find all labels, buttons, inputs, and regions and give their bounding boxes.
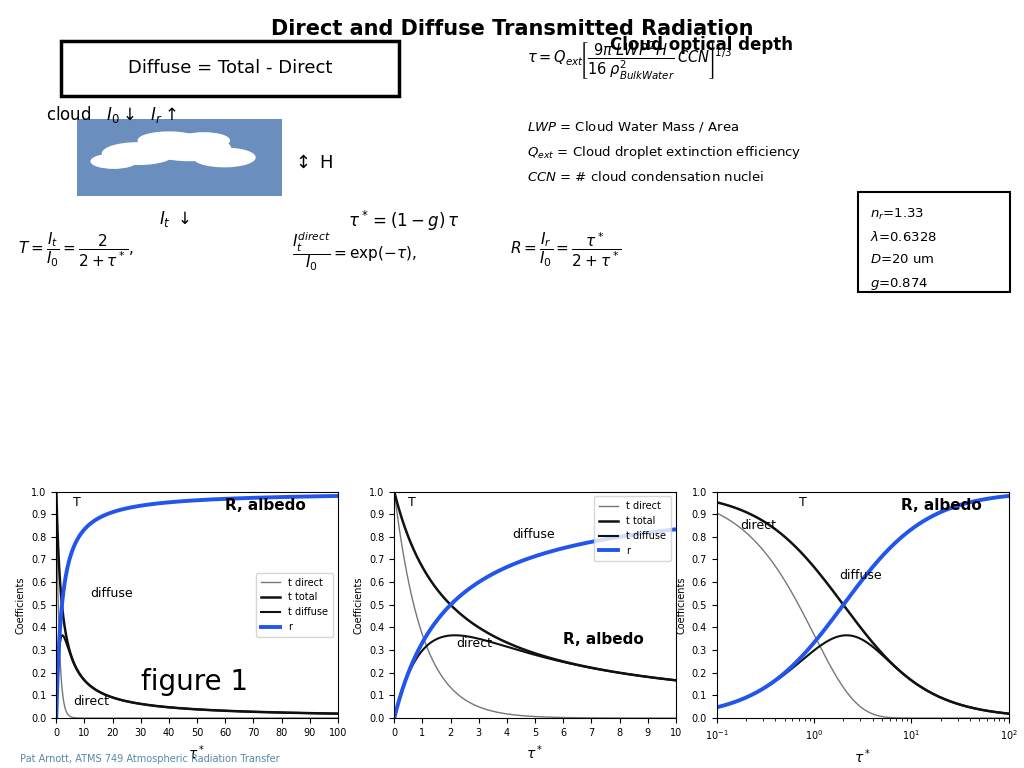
Text: $\mathit{I_t}$ $\downarrow$: $\mathit{I_t}$ $\downarrow$ xyxy=(159,209,189,229)
Text: R, albedo: R, albedo xyxy=(901,498,981,513)
Text: T: T xyxy=(74,496,81,509)
Y-axis label: Coefficients: Coefficients xyxy=(15,576,26,634)
Ellipse shape xyxy=(178,133,229,148)
Ellipse shape xyxy=(138,132,200,149)
Legend: t direct, t total, t diffuse, r: t direct, t total, t diffuse, r xyxy=(256,573,333,637)
Text: Cloud optical depth: Cloud optical depth xyxy=(610,36,793,54)
X-axis label: $\tau^*$: $\tau^*$ xyxy=(526,743,544,762)
Text: T: T xyxy=(799,496,806,509)
Text: $n_r$=1.33: $n_r$=1.33 xyxy=(870,207,925,222)
Text: $\tau=Q_{ext}\!\left[\dfrac{9\pi\;LWP^2H}{16\;\rho^2_{BulkWater}}\,CCN\right]^{\: $\tau=Q_{ext}\!\left[\dfrac{9\pi\;LWP^2H… xyxy=(527,40,732,82)
Y-axis label: Coefficients: Coefficients xyxy=(676,576,686,634)
Text: Pat Arnott, ATMS 749 Atmospheric Radiation Transfer: Pat Arnott, ATMS 749 Atmospheric Radiati… xyxy=(20,754,281,764)
Text: $\mathit{Q}_{ext}$ = Cloud droplet extinction efficiency: $\mathit{Q}_{ext}$ = Cloud droplet extin… xyxy=(527,144,802,161)
Text: diffuse: diffuse xyxy=(90,587,133,600)
Text: $\dfrac{I_t^{direct}}{I_0}=\exp(-\tau)$,: $\dfrac{I_t^{direct}}{I_0}=\exp(-\tau)$, xyxy=(292,230,417,273)
Text: direct: direct xyxy=(740,518,776,531)
Text: diffuse: diffuse xyxy=(840,568,882,581)
Text: direct: direct xyxy=(457,637,493,650)
Text: direct: direct xyxy=(74,696,110,708)
Text: $\mathit{LWP}$ = Cloud Water Mass / Area: $\mathit{LWP}$ = Cloud Water Mass / Area xyxy=(527,119,739,134)
Ellipse shape xyxy=(91,154,136,168)
Text: $g$=0.874: $g$=0.874 xyxy=(870,276,929,292)
Text: $T=\dfrac{I_t}{I_0}=\dfrac{2}{2+\tau^*}$,: $T=\dfrac{I_t}{I_0}=\dfrac{2}{2+\tau^*}$… xyxy=(18,230,134,269)
Text: $\mathit{CCN}$ = # cloud condensation nuclei: $\mathit{CCN}$ = # cloud condensation nu… xyxy=(527,170,765,184)
Legend: t direct, t total, t diffuse, r: t direct, t total, t diffuse, r xyxy=(594,496,671,561)
Text: $\tau^* = (1-g)\,\tau$: $\tau^* = (1-g)\,\tau$ xyxy=(348,209,460,233)
Text: Diffuse = Total - Direct: Diffuse = Total - Direct xyxy=(128,59,333,78)
Ellipse shape xyxy=(194,148,255,167)
Text: $D$=20 um: $D$=20 um xyxy=(870,253,935,266)
X-axis label: $\tau^*$: $\tau^*$ xyxy=(854,747,871,766)
Text: figure 1: figure 1 xyxy=(141,668,248,697)
Text: $\lambda$=0.6328: $\lambda$=0.6328 xyxy=(870,230,937,244)
X-axis label: $\tau^*$: $\tau^*$ xyxy=(188,743,206,762)
Text: R, albedo: R, albedo xyxy=(563,632,644,647)
Text: $\updownarrow$ H: $\updownarrow$ H xyxy=(292,154,334,171)
Text: diffuse: diffuse xyxy=(513,528,555,541)
Ellipse shape xyxy=(148,136,230,161)
Ellipse shape xyxy=(102,143,174,164)
Y-axis label: Coefficients: Coefficients xyxy=(353,576,364,634)
Text: T: T xyxy=(409,496,416,509)
Text: R, albedo: R, albedo xyxy=(225,498,306,513)
Text: Direct and Diffuse Transmitted Radiation: Direct and Diffuse Transmitted Radiation xyxy=(270,19,754,39)
Text: $R=\dfrac{I_r}{I_0}=\dfrac{\tau^*}{2+\tau^*}$: $R=\dfrac{I_r}{I_0}=\dfrac{\tau^*}{2+\ta… xyxy=(510,230,622,269)
Text: cloud   $\mathit{I_0}$$\downarrow$  $\mathit{I_r}$$\uparrow$: cloud $\mathit{I_0}$$\downarrow$ $\mathi… xyxy=(46,104,177,124)
